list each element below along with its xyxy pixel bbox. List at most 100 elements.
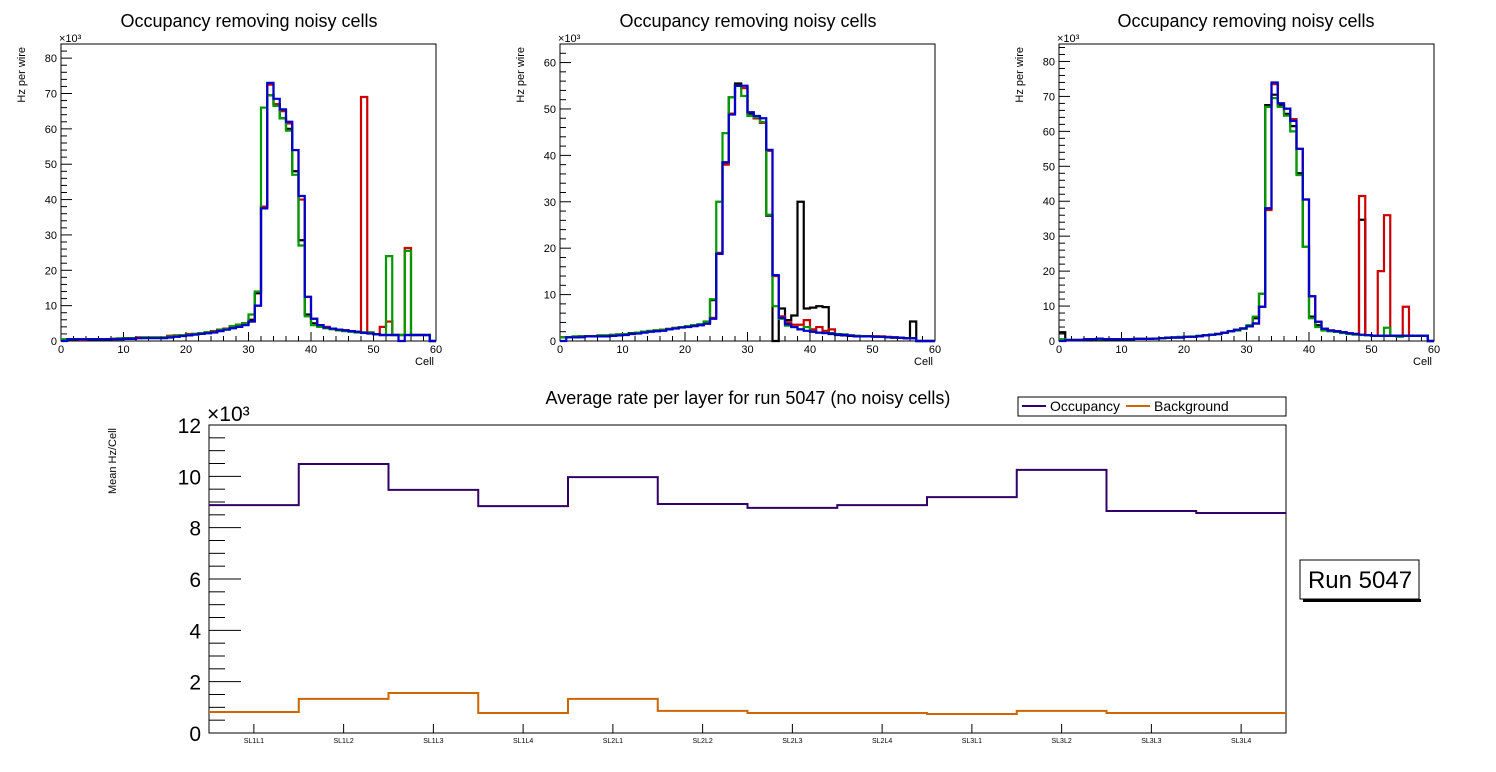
y-tick-label: 8 bbox=[189, 518, 201, 541]
y-multiplier: ×10³ bbox=[558, 33, 581, 45]
x-tick-label: 60 bbox=[1428, 344, 1440, 356]
x-category-label: SL2L4 bbox=[872, 738, 892, 745]
y-tick-label: 0 bbox=[51, 336, 57, 348]
legend-box bbox=[1017, 396, 1287, 417]
y-axis-label: Hz per wire bbox=[515, 47, 527, 103]
x-category-label: SL3L2 bbox=[1052, 738, 1072, 745]
x-tick-label: 40 bbox=[305, 344, 317, 356]
summary-series-occupancy bbox=[209, 463, 1286, 515]
x-tick-label: 0 bbox=[1056, 344, 1062, 356]
y-tick-label: 60 bbox=[544, 58, 556, 70]
y-tick-label: 10 bbox=[178, 466, 201, 489]
legend-label-background: Background bbox=[1154, 398, 1229, 414]
histogram-series-green bbox=[61, 94, 436, 343]
run-label-shadow bbox=[1303, 599, 1421, 602]
summary-series-background bbox=[209, 691, 1286, 716]
summary-chart: Average rate per layer for run 5047 (no … bbox=[107, 388, 1421, 746]
histogram-series-green bbox=[560, 84, 935, 343]
y-tick-label: 2 bbox=[189, 672, 201, 695]
y-tick-label: 10 bbox=[1043, 301, 1055, 313]
histogram-series-red bbox=[560, 84, 935, 343]
x-category-label: SL1L2 bbox=[334, 738, 354, 745]
summary-frame bbox=[208, 424, 1287, 734]
legend-label-occupancy: Occupancy bbox=[1050, 398, 1120, 414]
x-tick-label: 50 bbox=[367, 344, 379, 356]
y-axis-label: Hz per wire bbox=[16, 47, 28, 103]
run-label: Run 5047 bbox=[1308, 567, 1412, 594]
histogram-panel-3: Occupancy removing noisy cells 0 10 20 30 40 5… bbox=[1014, 11, 1440, 368]
x-tick-label: 0 bbox=[58, 344, 64, 356]
x-tick-label: 10 bbox=[616, 344, 628, 356]
x-category-label: SL3L4 bbox=[1231, 738, 1251, 745]
x-tick-label: 60 bbox=[430, 344, 442, 356]
x-category-label: SL3L1 bbox=[962, 738, 982, 745]
y-tick-label: 10 bbox=[544, 290, 556, 302]
x-axis-label: Cell bbox=[1413, 356, 1432, 368]
x-category-label: SL3L3 bbox=[1141, 738, 1161, 745]
x-tick-label: 30 bbox=[741, 344, 753, 356]
x-tick-label: 40 bbox=[1303, 344, 1315, 356]
y-tick-label: 40 bbox=[45, 195, 57, 207]
x-tick-label: 20 bbox=[679, 344, 691, 356]
y-tick-label: 30 bbox=[45, 230, 57, 242]
y-tick-label: 60 bbox=[45, 124, 57, 136]
y-tick-label: 20 bbox=[1043, 266, 1055, 278]
y-axis-label: Hz per wire bbox=[1014, 47, 1026, 103]
histogram-series-black bbox=[61, 94, 436, 343]
y-tick-label: 50 bbox=[45, 159, 57, 171]
y-tick-label: 80 bbox=[1043, 56, 1055, 68]
y-tick-label: 0 bbox=[550, 336, 556, 348]
x-tick-label: 10 bbox=[1115, 344, 1127, 356]
y-tick-label: 4 bbox=[189, 620, 201, 643]
x-tick-label: 30 bbox=[1240, 344, 1252, 356]
run-label-box: Run 5047 bbox=[1299, 559, 1421, 602]
legend: Occupancy Background bbox=[1017, 396, 1287, 417]
x-axis-label: Cell bbox=[415, 356, 434, 368]
y-tick-label: 6 bbox=[189, 569, 201, 592]
y-multiplier: ×10³ bbox=[207, 403, 250, 426]
panel-title: Occupancy removing noisy cells bbox=[619, 11, 876, 31]
panel-title: Occupancy removing noisy cells bbox=[120, 11, 377, 31]
x-tick-label: 50 bbox=[1365, 344, 1377, 356]
plot-frame bbox=[60, 43, 437, 342]
histogram-panel-2: Occupancy removing noisy cells 0 10 20 30 40 5… bbox=[515, 11, 941, 368]
x-tick-label: 0 bbox=[557, 344, 563, 356]
y-tick-label: 20 bbox=[544, 243, 556, 255]
y-tick-label: 80 bbox=[45, 53, 57, 65]
y-tick-label: 40 bbox=[544, 150, 556, 162]
y-tick-label: 70 bbox=[1043, 91, 1055, 103]
x-tick-label: 50 bbox=[866, 344, 878, 356]
x-category-label: SL2L1 bbox=[603, 738, 623, 745]
x-axis-label: Cell bbox=[914, 356, 933, 368]
panel-title: Occupancy removing noisy cells bbox=[1117, 11, 1374, 31]
y-tick-label: 0 bbox=[1049, 336, 1055, 348]
y-tick-label: 30 bbox=[544, 197, 556, 209]
y-tick-label: 40 bbox=[1043, 196, 1055, 208]
histogram-series-red bbox=[1059, 83, 1434, 343]
y-tick-label: 12 bbox=[178, 415, 201, 438]
summary-title: Average rate per layer for run 5047 (no … bbox=[546, 388, 951, 408]
x-category-label: SL2L3 bbox=[782, 738, 802, 745]
x-tick-label: 60 bbox=[929, 344, 941, 356]
run-label-frame bbox=[1299, 559, 1420, 600]
x-category-label: SL1L3 bbox=[423, 738, 443, 745]
y-multiplier: ×10³ bbox=[59, 33, 82, 45]
x-tick-label: 20 bbox=[1178, 344, 1190, 356]
x-category-label: SL1L1 bbox=[244, 738, 264, 745]
y-tick-label: 0 bbox=[189, 723, 201, 746]
y-tick-label: 50 bbox=[544, 104, 556, 116]
y-multiplier: ×10³ bbox=[1057, 33, 1080, 45]
x-category-label: SL2L2 bbox=[693, 738, 713, 745]
histogram-series-blue bbox=[61, 81, 436, 343]
x-tick-label: 20 bbox=[180, 344, 192, 356]
histogram-series-black bbox=[560, 82, 935, 343]
x-category-label: SL1L4 bbox=[513, 738, 533, 745]
histogram-series-red bbox=[61, 83, 436, 343]
histogram-series-blue bbox=[560, 84, 935, 343]
y-tick-label: 50 bbox=[1043, 161, 1055, 173]
x-tick-label: 30 bbox=[242, 344, 254, 356]
y-tick-label: 10 bbox=[45, 301, 57, 313]
x-tick-label: 40 bbox=[804, 344, 816, 356]
y-tick-label: 70 bbox=[45, 89, 57, 101]
